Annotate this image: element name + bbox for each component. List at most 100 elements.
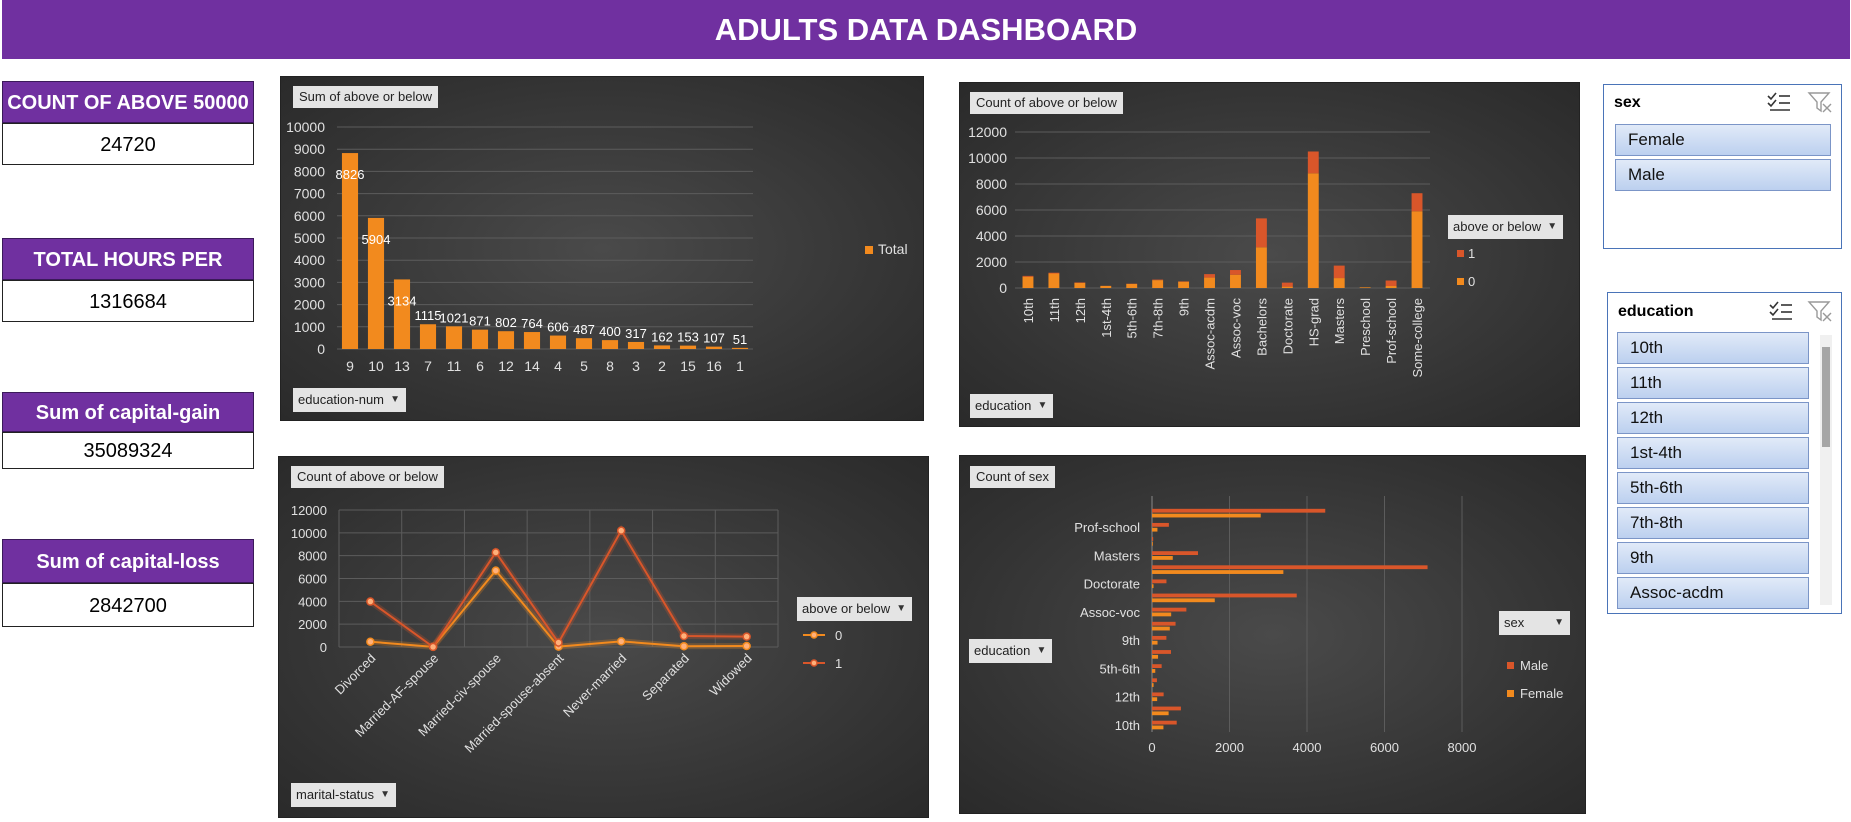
y-tick-label: 7000 [294, 186, 325, 202]
slicer-sex-item-female[interactable]: Female [1615, 124, 1831, 156]
chevron-down-icon: ▼ [390, 394, 400, 405]
bar [627, 341, 645, 349]
slicer-education-item[interactable]: Assoc-acdm [1617, 577, 1809, 609]
chart3-legend-dropdown[interactable]: above or below ▼ [797, 597, 913, 621]
bar-1 [1152, 279, 1164, 281]
x-tick-label: Never-married [560, 651, 629, 720]
x-tick-label: Widowed [706, 651, 754, 699]
bar-female [1152, 556, 1173, 560]
x-tick-label: 2000 [1215, 740, 1244, 755]
y-tick-label: 10000 [286, 119, 325, 135]
x-tick-label: 5 [580, 358, 588, 374]
data-label: 8826 [336, 167, 365, 182]
point-1 [616, 526, 626, 535]
legend-label: 1 [835, 656, 842, 671]
point-0 [742, 641, 751, 651]
legend-marker [810, 631, 818, 639]
chart-education-num: Sum of above or below 0 1000 2000 3000 4000 5… [280, 76, 924, 421]
bar [679, 345, 697, 349]
title-bar: ADULTS DATA DASHBOARD [2, 0, 1850, 59]
bar [731, 347, 749, 349]
bar-male [1152, 692, 1164, 697]
clear-filter-icon[interactable] [1807, 91, 1833, 113]
kpi-hours-value: 1316684 [2, 280, 254, 322]
bar-male [1152, 522, 1169, 527]
x-tick-label: 11 [447, 358, 462, 374]
slicer-education: education 10th 11th 12th 1st-4th 5th-6th… [1607, 292, 1842, 614]
dashboard-title: ADULTS DATA DASHBOARD [714, 12, 1138, 47]
x-tick-label: 9 [346, 358, 354, 374]
x-tick-label: 12th [1073, 298, 1088, 323]
slicer-scrollbar[interactable] [1820, 335, 1832, 605]
chart2-filter-dropdown[interactable]: education ▼ [970, 394, 1054, 418]
x-tick-label: 3 [632, 358, 640, 374]
x-tick-label: 14 [524, 358, 540, 374]
chart2-legend-title: above or below [1453, 219, 1542, 234]
point-0 [366, 637, 375, 646]
data-label: 107 [703, 331, 725, 346]
y-tick-label: 8000 [294, 163, 325, 179]
y-tick-label: 12th [1115, 690, 1140, 705]
slicer-education-item[interactable]: 10th [1617, 332, 1809, 364]
legend-swatch [865, 246, 873, 254]
data-label: 1115 [415, 308, 442, 323]
data-label: 162 [651, 329, 673, 344]
legend-label: 0 [835, 628, 842, 643]
y-tick-label: 10000 [968, 150, 1007, 166]
clear-filter-icon[interactable] [1807, 300, 1833, 322]
multi-select-icon[interactable] [1766, 91, 1792, 113]
chevron-down-icon: ▼ [380, 789, 391, 800]
x-tick-label: 1st-4th [1099, 298, 1114, 338]
bar [653, 345, 671, 349]
x-tick-label: 15 [680, 358, 696, 374]
chart4-filter-dropdown[interactable]: education ▼ [969, 639, 1053, 663]
y-tick-label: 5th-6th [1100, 661, 1140, 676]
bar-female [1152, 683, 1154, 687]
x-tick-label: Prof-school [1384, 298, 1399, 364]
bar-male [1152, 607, 1187, 612]
chart1-filter-dropdown[interactable]: education-num ▼ [293, 388, 406, 412]
bar-male [1152, 664, 1162, 669]
slicer-scrollbar-thumb[interactable] [1822, 347, 1830, 447]
data-label: 606 [547, 320, 569, 335]
data-label: 1021 [440, 310, 469, 325]
slicer-education-item[interactable]: 7th-8th [1617, 507, 1809, 539]
bar-male [1152, 551, 1198, 556]
slicer-education-item[interactable]: 12th [1617, 402, 1809, 434]
x-tick-label: 8000 [1448, 740, 1477, 755]
chart3-filter-dropdown[interactable]: marital-status ▼ [291, 783, 397, 807]
slicer-education-item[interactable]: 11th [1617, 367, 1809, 399]
slicer-education-item[interactable]: 5th-6th [1617, 472, 1809, 504]
data-label: 802 [495, 315, 517, 330]
y-tick-label: 12000 [968, 124, 1007, 140]
slicer-sex: sex Female Male [1603, 84, 1842, 249]
x-tick-label: 5th-6th [1125, 298, 1140, 338]
x-tick-label: HS-grad [1306, 298, 1321, 346]
chart2-legend-dropdown[interactable]: above or below ▼ [1448, 215, 1564, 239]
y-tick-label: 8000 [976, 176, 1007, 192]
bar-1 [1022, 275, 1034, 277]
bar-0 [1204, 277, 1215, 288]
y-tick-label: 0 [999, 280, 1007, 296]
chart3-field-header: Count of above or below [291, 466, 444, 488]
bar-1 [1411, 193, 1423, 212]
slicer-education-item[interactable]: 9th [1617, 542, 1809, 574]
bar-1 [1230, 270, 1241, 275]
bar [705, 346, 723, 349]
y-tick-label: Prof-school [1074, 520, 1140, 535]
slicer-sex-item-male[interactable]: Male [1615, 159, 1831, 191]
legend-label: 0 [1468, 274, 1475, 289]
chevron-down-icon: ▼ [896, 603, 907, 614]
series-line-1 [369, 528, 747, 649]
x-tick-label: 4 [554, 358, 562, 374]
y-tick-label: 4000 [294, 252, 325, 268]
bar-female [1152, 598, 1215, 603]
x-tick-label: Assoc-acdm [1203, 298, 1218, 370]
multi-select-icon[interactable] [1768, 300, 1794, 322]
bar-0 [1152, 280, 1164, 288]
chart4-legend-dropdown[interactable]: sex ▼ [1499, 611, 1570, 635]
slicer-education-item[interactable]: 1st-4th [1617, 437, 1809, 469]
bar-female [1152, 697, 1158, 702]
x-tick-label: 8 [606, 358, 614, 374]
bar-female [1152, 725, 1164, 730]
